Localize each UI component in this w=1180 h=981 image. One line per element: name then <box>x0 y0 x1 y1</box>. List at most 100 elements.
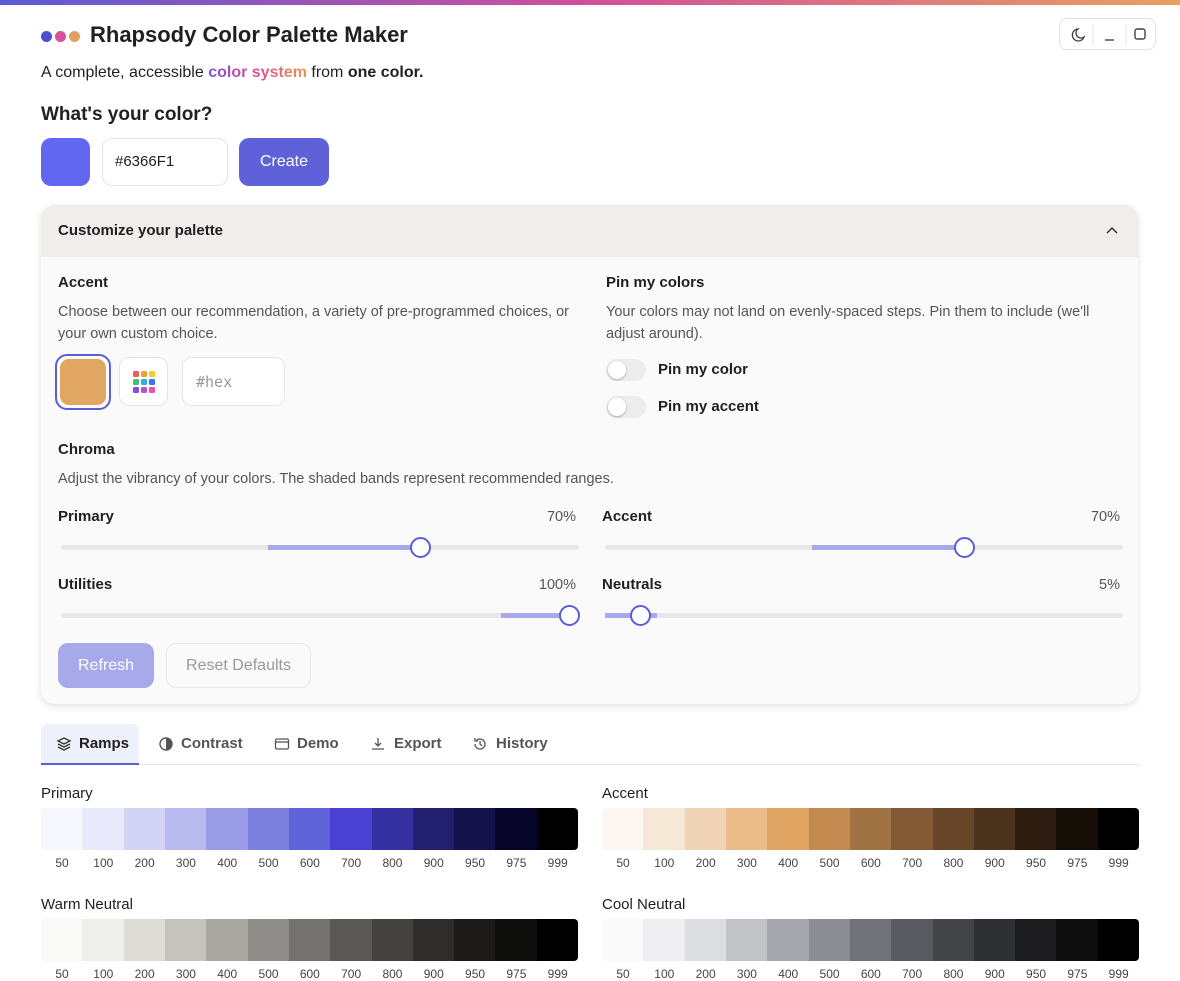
slider-value: 5% <box>1099 577 1120 593</box>
preset-icon <box>133 371 155 393</box>
ramp-swatch[interactable] <box>536 919 578 961</box>
ramp-swatch[interactable] <box>206 919 248 961</box>
ramp-swatch[interactable] <box>725 808 768 850</box>
accent-description: Choose between our recommendation, a var… <box>58 304 569 342</box>
ramp-swatch[interactable] <box>288 919 331 961</box>
ramp-step: 600 <box>299 856 320 870</box>
ramp-step: 300 <box>175 967 196 981</box>
ramp-swatch[interactable] <box>973 919 1016 961</box>
ramp-swatch[interactable] <box>1056 808 1098 850</box>
ramp-step: 300 <box>175 856 196 870</box>
slider-track[interactable] <box>605 605 1123 626</box>
ramp-swatch[interactable] <box>932 808 974 850</box>
accent-swatch <box>60 359 106 405</box>
slider-band <box>268 545 419 550</box>
ramp-swatch[interactable] <box>454 919 496 961</box>
tab-icon <box>56 737 72 751</box>
refresh-button[interactable]: Refresh <box>58 643 154 688</box>
ramp-swatch[interactable] <box>767 808 809 850</box>
toggle[interactable] <box>606 359 646 381</box>
ramp-swatch[interactable] <box>932 919 974 961</box>
ramp-swatch[interactable] <box>684 919 726 961</box>
ramp-swatch[interactable] <box>41 808 83 850</box>
ramp-swatch[interactable] <box>643 919 685 961</box>
tab[interactable]: Demo <box>297 735 339 752</box>
ramp-swatch[interactable] <box>602 919 644 961</box>
ramp-step: 900 <box>984 967 1005 981</box>
ramp-swatch[interactable] <box>891 919 933 961</box>
color-swatch[interactable] <box>41 138 90 186</box>
ramp-swatch[interactable] <box>82 808 124 850</box>
ramp-swatch[interactable] <box>41 919 83 961</box>
ramp-swatch[interactable] <box>602 808 644 850</box>
create-button[interactable]: Create <box>239 138 329 186</box>
preset-button[interactable] <box>119 357 168 406</box>
ramp-step: 975 <box>1067 967 1088 981</box>
hex-input[interactable]: #6366F1 <box>102 138 228 186</box>
ramp-swatch[interactable] <box>849 808 892 850</box>
ramp-swatch[interactable] <box>247 808 289 850</box>
slider-track[interactable] <box>605 537 1123 558</box>
ramp-swatch[interactable] <box>849 919 892 961</box>
tab[interactable]: Contrast <box>181 735 243 752</box>
ramp-swatch[interactable] <box>412 808 455 850</box>
ramp-swatch[interactable] <box>1015 808 1057 850</box>
ramp-swatch[interactable] <box>495 808 537 850</box>
ramp-name: Accent <box>602 785 648 802</box>
ramp-name: Primary <box>41 785 93 802</box>
accent-swatch-ring[interactable] <box>55 354 111 410</box>
ramp-swatch[interactable] <box>247 919 289 961</box>
ramp-step: 400 <box>778 967 799 981</box>
ramp-swatch[interactable] <box>371 808 413 850</box>
slider-thumb[interactable] <box>953 537 975 558</box>
ramp-swatch[interactable] <box>164 919 207 961</box>
slider-track[interactable] <box>61 605 580 626</box>
ramp-swatch[interactable] <box>725 919 768 961</box>
ramp-swatch[interactable] <box>412 919 455 961</box>
tab-icon <box>159 737 173 751</box>
ramp-swatch[interactable] <box>288 808 331 850</box>
ramp-swatch[interactable] <box>973 808 1016 850</box>
ramp-name: Warm Neutral <box>41 896 133 913</box>
slider-thumb[interactable] <box>559 605 580 626</box>
ramp-swatch[interactable] <box>495 919 537 961</box>
ramp-swatch[interactable] <box>1056 919 1098 961</box>
ramp-step: 975 <box>506 856 527 870</box>
slider-track[interactable] <box>61 537 579 558</box>
ramp-swatch[interactable] <box>1015 919 1057 961</box>
ramp-swatch[interactable] <box>206 808 248 850</box>
ramp-swatch[interactable] <box>123 919 165 961</box>
ramp-swatch[interactable] <box>808 919 850 961</box>
ramp-step: 400 <box>217 856 238 870</box>
ramp-swatch[interactable] <box>643 808 685 850</box>
ramp-swatch[interactable] <box>891 808 933 850</box>
ramp-swatch[interactable] <box>536 808 578 850</box>
ramp-step: 950 <box>465 856 486 870</box>
ramp-swatch[interactable] <box>1097 919 1139 961</box>
tab-icon <box>274 738 290 750</box>
ramp-swatch[interactable] <box>123 808 165 850</box>
tab[interactable]: History <box>496 735 548 752</box>
ramp-swatch[interactable] <box>454 808 496 850</box>
accent-hex-input[interactable]: #hex <box>182 357 285 406</box>
tagline-text: A complete, accessible <box>41 64 209 81</box>
reset-button[interactable]: Reset Defaults <box>166 643 311 688</box>
slider-thumb[interactable] <box>629 605 651 626</box>
ramp-swatch[interactable] <box>684 808 726 850</box>
slider-thumb[interactable] <box>409 537 431 558</box>
tab[interactable]: Export <box>394 735 442 752</box>
ramp-swatch[interactable] <box>767 919 809 961</box>
ramp-swatch[interactable] <box>1097 808 1139 850</box>
ramp-swatch[interactable] <box>164 808 207 850</box>
ramp-swatch[interactable] <box>330 808 372 850</box>
ramp-swatch[interactable] <box>82 919 124 961</box>
panel-header[interactable]: Customize your palette <box>41 205 1138 257</box>
ramp-swatch[interactable] <box>808 808 850 850</box>
tab[interactable]: Ramps <box>41 724 139 765</box>
ramp-step: 900 <box>984 856 1005 870</box>
ramp <box>41 808 578 850</box>
toggle[interactable] <box>606 396 646 418</box>
ramp-swatch[interactable] <box>371 919 413 961</box>
ramp-swatch[interactable] <box>330 919 372 961</box>
